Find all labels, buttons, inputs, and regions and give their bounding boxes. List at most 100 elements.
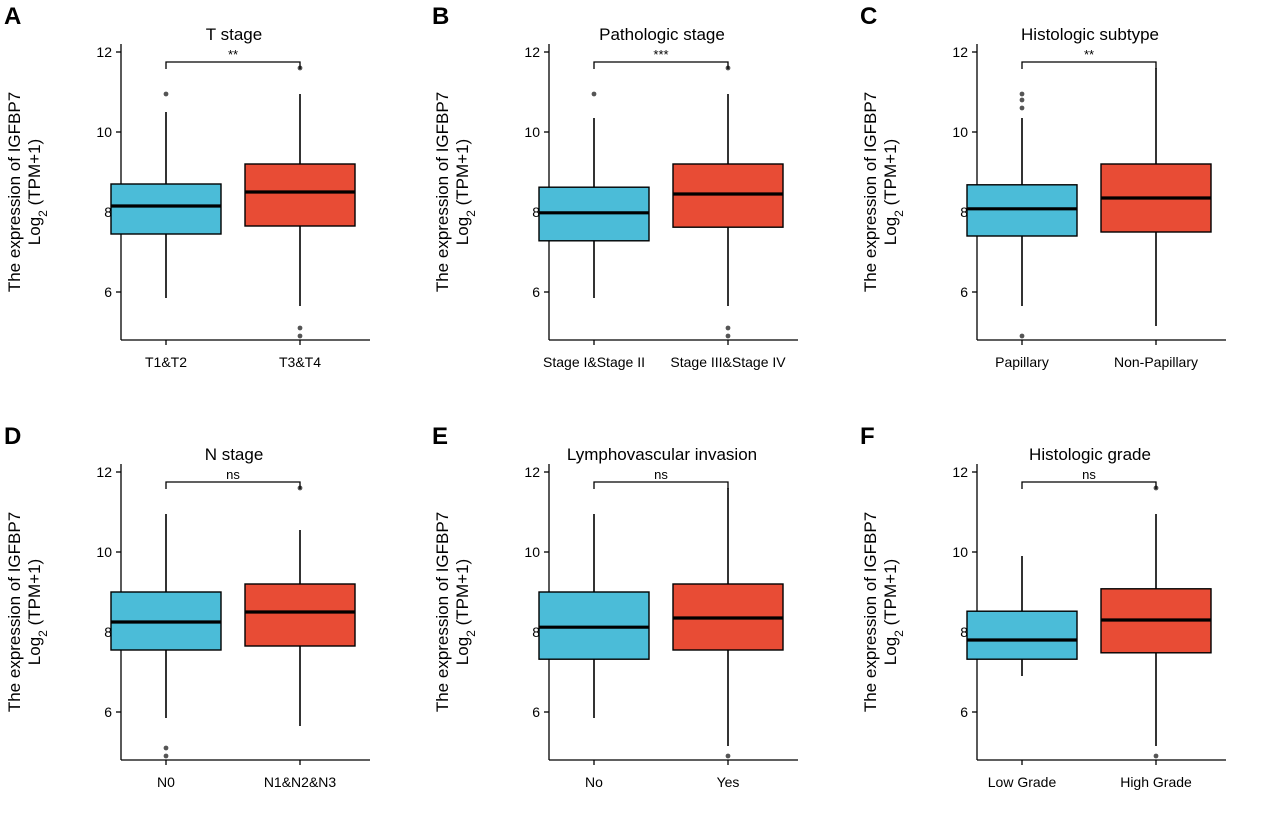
x-tick-label: Papillary xyxy=(995,354,1049,370)
ylabel-log: Log xyxy=(881,637,900,665)
significance-label: ns xyxy=(226,467,240,482)
y-tick-label: 8 xyxy=(960,624,968,640)
x-tick-label: N1&N2&N3 xyxy=(264,774,337,790)
panel-letter: E xyxy=(432,423,448,450)
y-tick-label: 8 xyxy=(104,204,112,220)
significance-label: ns xyxy=(654,467,668,482)
y-tick-label: 6 xyxy=(104,704,112,720)
ylabel-unit: (TPM+1) xyxy=(453,139,472,210)
y-axis-label-line2: Log2 (TPM+1) xyxy=(881,139,906,245)
ylabel-unit: (TPM+1) xyxy=(881,139,900,210)
box-body xyxy=(244,583,356,647)
panel-letter: C xyxy=(860,3,877,30)
y-axis-label-line1: The expression of IGFBP7 xyxy=(433,512,452,712)
y-axis-label-line2: Log2 (TPM+1) xyxy=(453,559,478,665)
chart-title: Histologic subtype xyxy=(1021,25,1159,44)
y-axis-label-line1: The expression of IGFBP7 xyxy=(861,512,880,712)
significance-bracket xyxy=(165,481,301,489)
y-tick-label: 6 xyxy=(960,284,968,300)
boxplot-svg: D N stage The expression of IGFBP7 Log2 (TP… xyxy=(4,423,370,790)
boxplot-svg: A T stage The expression of IGFBP7 Log2 (TP… xyxy=(4,3,370,370)
panel-letter: F xyxy=(860,423,875,450)
chart-title: N stage xyxy=(205,445,264,464)
box-1 xyxy=(110,514,222,759)
y-tick-label: 12 xyxy=(524,44,540,60)
ylabel-unit: (TPM+1) xyxy=(25,559,44,630)
box-2 xyxy=(1100,485,1212,759)
chart-title: T stage xyxy=(206,25,262,44)
y-axis-label: The expression of IGFBP7 Log2 (TPM+1) xyxy=(433,512,478,712)
y-axis-label: The expression of IGFBP7 Log2 (TPM+1) xyxy=(861,92,906,292)
ylabel-subscript: 2 xyxy=(892,210,906,217)
x-tick-label: T1&T2 xyxy=(145,354,187,370)
y-tick-label: 6 xyxy=(532,704,540,720)
outlier-point xyxy=(725,333,731,339)
ylabel-subscript: 2 xyxy=(892,630,906,637)
y-tick-label: 12 xyxy=(952,44,968,60)
y-axis-label: The expression of IGFBP7 Log2 (TPM+1) xyxy=(433,92,478,292)
x-tick-label: Yes xyxy=(717,774,740,790)
chart-panel-f: F Histologic grade The expression of IGFBP… xyxy=(856,420,1284,817)
y-tick-label: 10 xyxy=(524,124,540,140)
ylabel-unit: (TPM+1) xyxy=(25,139,44,210)
y-axis-label-line1: The expression of IGFBP7 xyxy=(5,512,24,712)
box-1 xyxy=(110,91,222,298)
box-body xyxy=(110,183,222,235)
box-body xyxy=(966,184,1078,237)
x-tick-label: Low Grade xyxy=(988,774,1057,790)
box-body xyxy=(244,163,356,227)
ylabel-log: Log xyxy=(881,217,900,245)
significance-label: ** xyxy=(228,47,238,62)
panel-letter: D xyxy=(4,423,21,450)
y-tick-label: 8 xyxy=(532,624,540,640)
y-tick-label: 8 xyxy=(960,204,968,220)
y-axis-label: The expression of IGFBP7 Log2 (TPM+1) xyxy=(5,512,50,712)
y-axis-label: The expression of IGFBP7 Log2 (TPM+1) xyxy=(861,512,906,712)
y-tick-label: 12 xyxy=(524,464,540,480)
ylabel-log: Log xyxy=(25,637,44,665)
box-body xyxy=(672,163,784,228)
box-body xyxy=(966,610,1078,660)
box-1 xyxy=(966,556,1078,676)
y-tick-label: 6 xyxy=(104,284,112,300)
y-axis-label-line1: The expression of IGFBP7 xyxy=(861,92,880,292)
boxplot-svg: F Histologic grade The expression of IGFBP… xyxy=(860,423,1226,790)
significance-label: ** xyxy=(1084,47,1094,62)
box-2 xyxy=(1100,68,1212,326)
panel-letter: B xyxy=(432,3,449,30)
boxplot-svg: B Pathologic stage The expression of IGFBP… xyxy=(432,3,798,370)
box-1 xyxy=(538,91,650,298)
chart-panel-b: B Pathologic stage The expression of IGFBP… xyxy=(428,0,856,397)
boxplot-svg: E Lymphovascular invasion The expression o… xyxy=(432,423,798,790)
chart-panel-c: C Histologic subtype The expression of IGF… xyxy=(856,0,1284,397)
ylabel-subscript: 2 xyxy=(464,210,478,217)
y-axis-label-line1: The expression of IGFBP7 xyxy=(433,92,452,292)
y-axis-label-line1: The expression of IGFBP7 xyxy=(5,92,24,292)
outlier-point xyxy=(163,91,169,97)
ylabel-subscript: 2 xyxy=(36,210,50,217)
x-tick-label: No xyxy=(585,774,603,790)
y-axis-label: The expression of IGFBP7 Log2 (TPM+1) xyxy=(5,92,50,292)
outlier-point xyxy=(1019,91,1025,97)
boxplot-svg: C Histologic subtype The expression of IGF… xyxy=(860,3,1226,370)
ylabel-subscript: 2 xyxy=(464,630,478,637)
outlier-point xyxy=(1019,105,1025,111)
x-tick-label: Stage III&Stage IV xyxy=(670,354,786,370)
y-tick-label: 12 xyxy=(96,44,112,60)
chart-panel-d: D N stage The expression of IGFBP7 Log2 (TP… xyxy=(0,420,428,817)
box-2 xyxy=(244,65,356,339)
outlier-point xyxy=(297,333,303,339)
x-tick-label: T3&T4 xyxy=(279,354,321,370)
chart-panel-e: E Lymphovascular invasion The expression o… xyxy=(428,420,856,817)
significance-label: ns xyxy=(1082,467,1096,482)
outlier-point xyxy=(1019,333,1025,339)
y-tick-label: 10 xyxy=(952,124,968,140)
ylabel-unit: (TPM+1) xyxy=(881,559,900,630)
y-tick-label: 6 xyxy=(960,704,968,720)
outlier-point xyxy=(163,745,169,751)
box-1 xyxy=(538,514,650,718)
x-tick-label: Non-Papillary xyxy=(1114,354,1198,370)
ylabel-log: Log xyxy=(453,217,472,245)
significance-bracket xyxy=(165,61,301,69)
chart-panel-a: A T stage The expression of IGFBP7 Log2 (TP… xyxy=(0,0,428,397)
